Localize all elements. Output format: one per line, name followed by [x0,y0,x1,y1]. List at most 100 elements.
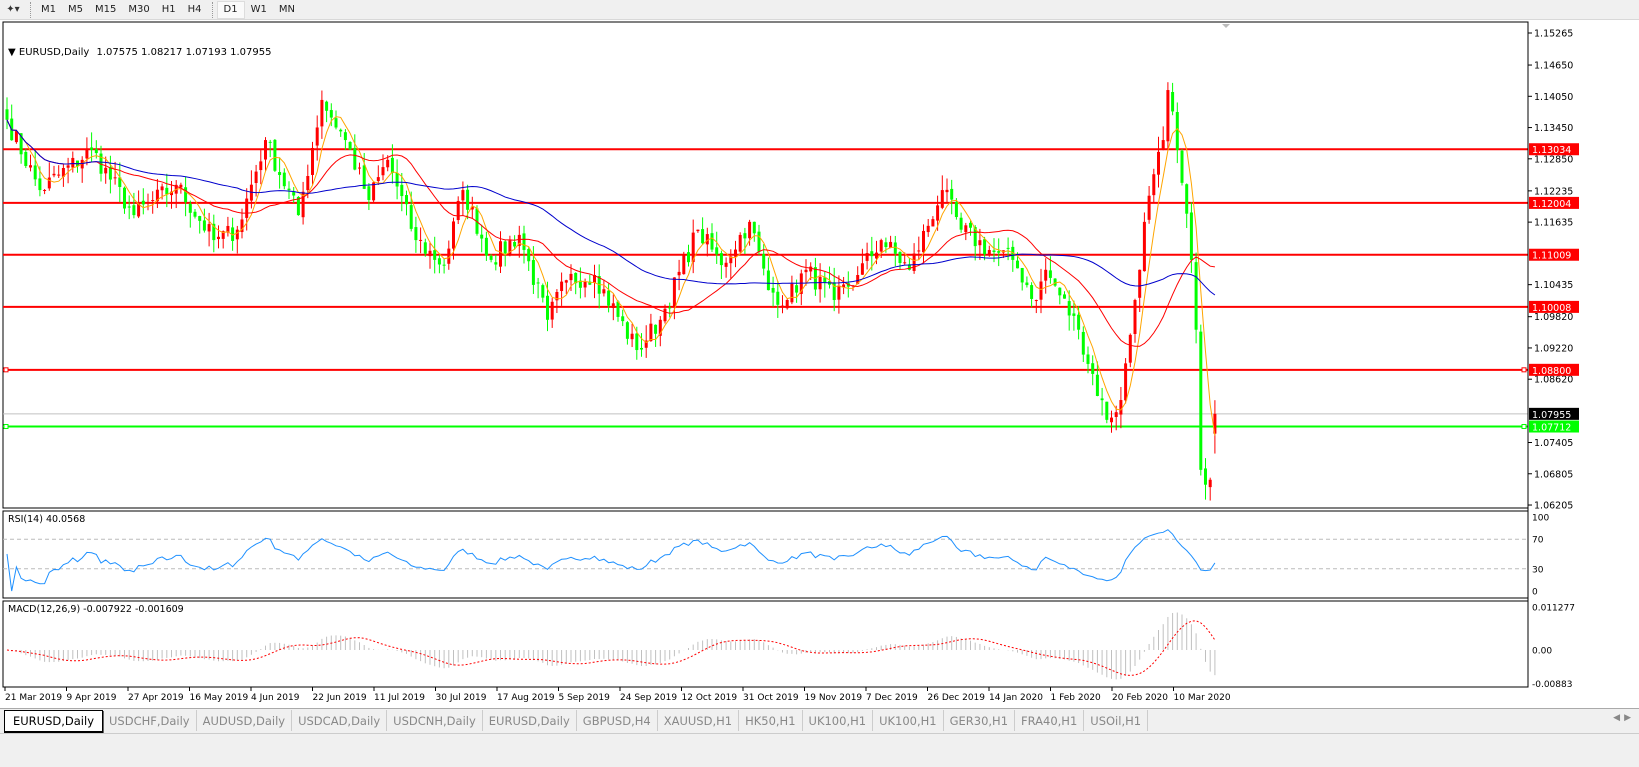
timeframe-w1[interactable]: W1 [250,4,267,15]
timeframe-h1[interactable]: H1 [161,4,176,15]
candle-body [155,189,159,202]
candle-body [987,249,991,255]
candle-body [80,159,84,169]
chart-window[interactable]: 1.15265 1.14650 1.14050 1.13450 1.12850 1.122… [0,20,1639,708]
candle-body [696,229,700,232]
candle-body [306,176,310,191]
price-axis-label: 1.11635 [1534,218,1573,229]
toolbar-separator [211,1,213,18]
chart-tab[interactable]: GBPUSD,H4 [577,710,658,731]
candle-body [1114,412,1118,417]
chart-tab[interactable]: EURUSD,Daily [4,710,103,733]
level-price-value: 1.10008 [1532,303,1571,314]
candle-body [508,240,512,255]
candle-body [226,225,230,233]
price-axis-label: 1.06205 [1534,501,1573,512]
candle-body [672,277,676,307]
candle-body [691,232,695,263]
price-axis-label: 1.12235 [1534,186,1573,197]
candle-body [71,157,75,168]
candle-body [376,177,380,182]
timeframe-d1[interactable]: D1 [216,0,245,19]
level-price-tag [1529,248,1579,261]
candle-body [574,272,578,284]
candle-body [33,165,37,180]
candle-body [1034,300,1038,302]
candle-body [5,109,9,120]
candle-body [649,323,653,342]
macd-panel-frame [2,600,1529,688]
candle-body [184,187,188,203]
price-axis-label: 1.14050 [1534,92,1573,103]
candle-body [959,217,963,230]
chart-tab[interactable]: GER30,H1 [944,710,1016,731]
price-axis-label: 1.15265 [1534,29,1573,40]
rsi-axis-label: 70 [1532,536,1544,546]
candle-body [99,153,103,174]
candle-body [705,234,709,245]
candle-body [719,253,723,266]
candle-body [776,291,780,305]
candle-body [602,289,606,294]
candle-body [593,275,596,283]
timeframe-m30[interactable]: M30 [128,4,150,15]
chart-tab[interactable]: USDCHF,Daily [103,710,197,731]
candle-body [409,205,413,229]
candle-body [757,231,761,252]
tab-scroll-arrows-icon[interactable]: ◀▶ [1613,713,1635,723]
date-axis-label: 12 Oct 2019 [682,693,738,703]
chart-tab[interactable]: FRA40,H1 [1015,710,1085,731]
timeframe-m5[interactable]: M5 [68,4,83,15]
candle-body [362,165,366,189]
chart-tab[interactable]: USDCAD,Daily [292,710,388,731]
timeframe-h4[interactable]: H4 [187,4,202,15]
date-axis-label: 7 Dec 2019 [866,693,918,703]
chart-tab[interactable]: HK50,H1 [739,710,803,731]
candle-body [729,256,733,264]
candle-body [1133,300,1137,334]
price-axis-label: 1.13450 [1534,123,1573,134]
candle-body [1161,140,1165,150]
chart-tab[interactable]: USOil,H1 [1084,710,1149,731]
candle-body [922,230,925,253]
candle-body [954,201,958,218]
price-chart[interactable]: 1.15265 1.14650 1.14050 1.13450 1.12850 1.122… [0,20,1639,708]
date-axis-label: 1 Feb 2020 [1051,693,1102,703]
candle-body [1166,90,1170,142]
chart-tab[interactable]: AUDUSD,Daily [197,710,293,731]
candle-body [254,171,258,184]
chart-tab[interactable]: XAUUSD,H1 [658,710,740,731]
date-axis-label: 24 Sep 2019 [620,693,677,703]
macd-axis-label: 0.011277 [1532,604,1575,614]
date-axis-label: 5 Sep 2019 [559,693,611,703]
line-tools-icon[interactable]: ✦▾ [6,4,20,15]
candle-body [29,165,32,168]
candle-body [1095,374,1099,396]
candle-body [61,168,65,177]
candle-body [1067,301,1071,316]
timeframe-m15[interactable]: M15 [95,4,117,15]
candle-body [889,241,893,248]
candle-body [611,303,615,308]
chart-tab[interactable]: USDCNH,Daily [387,710,483,731]
chart-tab[interactable]: UK100,H1 [873,710,944,731]
date-axis-label: 4 Jun 2019 [251,693,300,703]
date-axis-label: 26 Dec 2019 [928,693,986,703]
price-axis-label: 1.14650 [1534,61,1573,72]
collapse-triangle-icon[interactable]: ▼ [8,47,16,58]
candle-body [635,333,639,351]
chart-tab[interactable]: UK100,H1 [803,710,874,731]
chart-ohlc: 1.07575 1.08217 1.07193 1.07955 [96,47,272,58]
candle-body [452,221,455,249]
candle-body [1020,267,1024,283]
candle-body [607,290,611,306]
candle-body [536,282,540,284]
candle-body [517,234,521,246]
toolbar-grip[interactable] [30,1,31,18]
date-axis-label: 27 Apr 2019 [128,693,184,703]
chart-tab[interactable]: EURUSD,Daily [483,710,577,731]
timeframe-m1[interactable]: M1 [41,4,56,15]
timeframe-mn[interactable]: MN [278,4,295,15]
bottom-panel [0,733,1639,767]
candle-body [381,167,385,176]
